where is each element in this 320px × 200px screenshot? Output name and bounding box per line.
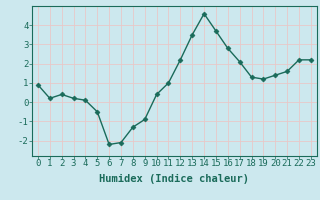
X-axis label: Humidex (Indice chaleur): Humidex (Indice chaleur): [100, 174, 249, 184]
